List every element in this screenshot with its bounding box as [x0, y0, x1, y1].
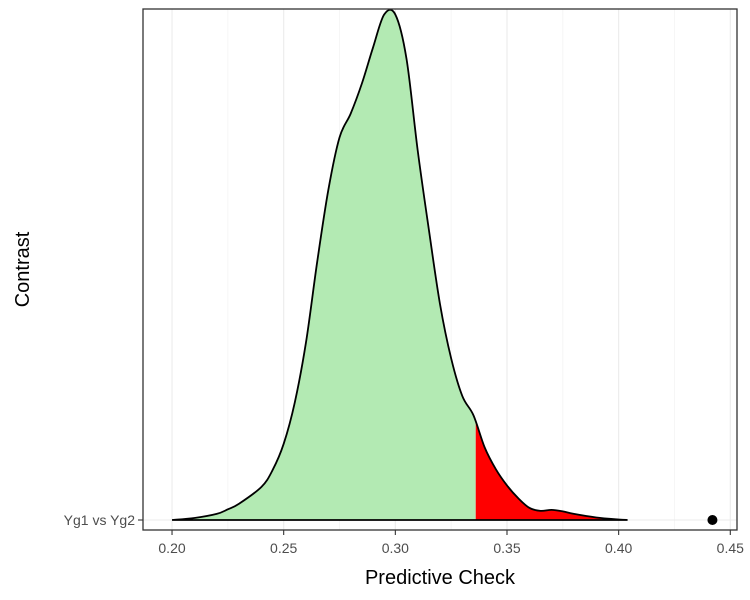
x-tick-label: 0.40 [605, 540, 632, 556]
x-tick-label: 0.45 [717, 540, 744, 556]
x-tick-label: 0.30 [382, 540, 409, 556]
x-tick-label: 0.25 [270, 540, 297, 556]
panel-border [142, 8, 738, 531]
x-axis-title: Predictive Check [365, 567, 516, 589]
density-fill-above-threshold [475, 421, 628, 520]
y-axis-ticks: Yg1 vs Yg2 [64, 512, 143, 528]
x-axis-ticks: 0.20 0.25 0.30 0.35 0.40 0.45 [158, 530, 744, 556]
observed-point [707, 515, 718, 525]
y-axis-title: Contrast [12, 231, 34, 307]
x-tick-label: 0.35 [493, 540, 520, 556]
density-outline [171, 8, 628, 521]
density-curve [171, 8, 628, 521]
grid-lines [143, 9, 737, 530]
y-tick-label: Yg1 vs Yg2 [64, 512, 136, 528]
x-tick-label: 0.20 [158, 540, 185, 556]
density-fill-below-threshold [172, 9, 476, 521]
